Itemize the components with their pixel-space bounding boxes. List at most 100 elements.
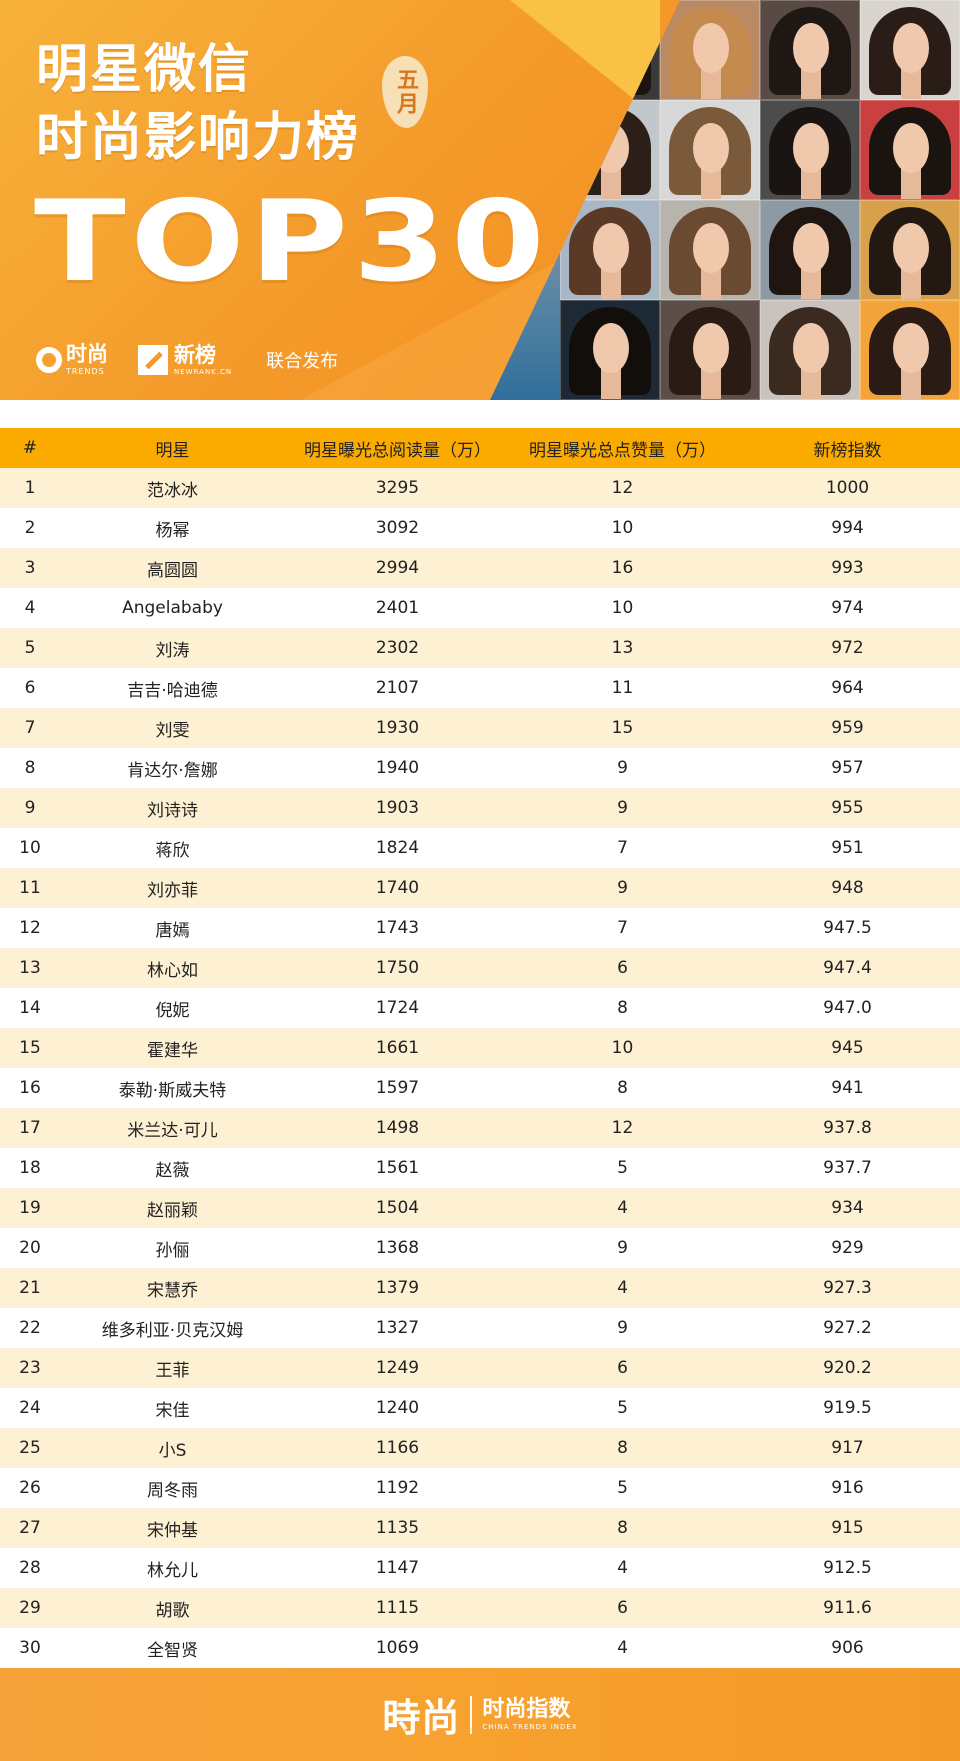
- table-cell: 934: [735, 1188, 960, 1228]
- ranking-table: # 明星 明星曝光总阅读量（万） 明星曝光总点赞量（万） 新榜指数 1 范冰冰 3295 12…: [0, 428, 960, 1668]
- table-body: 1 范冰冰 3295 12 1000 2 杨幂 3092 10 994 3 高圆圆 2994 16 993 4…: [0, 468, 960, 1668]
- table-cell: 8: [510, 988, 735, 1028]
- table-cell: 9: [510, 1228, 735, 1268]
- table-cell: 13: [510, 628, 735, 668]
- column-header: 明星: [60, 428, 285, 468]
- table-row: 10 蒋欣 1824 7 951: [0, 828, 960, 868]
- table-cell: 1561: [285, 1148, 510, 1188]
- table-cell: 6: [510, 1348, 735, 1388]
- table-cell: 5: [510, 1468, 735, 1508]
- table-cell: 28: [0, 1548, 60, 1588]
- table-cell: 1743: [285, 908, 510, 948]
- table-cell: 刘涛: [60, 628, 285, 668]
- table-cell: 1750: [285, 948, 510, 988]
- table-cell: 911.6: [735, 1588, 960, 1628]
- table-cell: 29: [0, 1588, 60, 1628]
- table-cell: 赵薇: [60, 1148, 285, 1188]
- footer-index-logo: 时尚指数 CHINA TRENDS INDEX: [482, 1698, 578, 1731]
- table-cell: 10: [510, 1028, 735, 1068]
- celebrity-photo: [860, 100, 960, 200]
- table-cell: 孙俪: [60, 1228, 285, 1268]
- table-cell: 1498: [285, 1108, 510, 1148]
- table-cell: 937.7: [735, 1148, 960, 1188]
- table-row: 22 维多利亚·贝克汉姆 1327 9 927.2: [0, 1308, 960, 1348]
- table-cell: 917: [735, 1428, 960, 1468]
- table-cell: 1000: [735, 468, 960, 508]
- footer-index-en: CHINA TRENDS INDEX: [482, 1722, 578, 1731]
- celebrity-photo: [760, 100, 860, 200]
- table-cell: 倪妮: [60, 988, 285, 1028]
- table-cell: 11: [0, 868, 60, 908]
- banner-title-line1: 明星微信: [36, 40, 253, 100]
- table-cell: 胡歌: [60, 1588, 285, 1628]
- table-cell: 1597: [285, 1068, 510, 1108]
- table-row: 6 吉吉·哈迪德 2107 11 964: [0, 668, 960, 708]
- table-cell: 1940: [285, 748, 510, 788]
- banner: 明星微信 时尚影响力榜 五月 TOP30 时尚 TRENDS 新榜 NEWRAN…: [0, 0, 960, 400]
- table-row: 16 泰勒·斯威夫特 1597 8 941: [0, 1068, 960, 1108]
- table-cell: 937.8: [735, 1108, 960, 1148]
- table-cell: 1740: [285, 868, 510, 908]
- table-cell: 19: [0, 1188, 60, 1228]
- table-cell: 3295: [285, 468, 510, 508]
- table-cell: 9: [510, 1308, 735, 1348]
- table-row: 5 刘涛 2302 13 972: [0, 628, 960, 668]
- table-cell: 9: [510, 748, 735, 788]
- table-cell: 16: [510, 548, 735, 588]
- celebrity-photo: [860, 200, 960, 300]
- table-cell: 1166: [285, 1428, 510, 1468]
- celebrity-photo: [760, 200, 860, 300]
- table-cell: 16: [0, 1068, 60, 1108]
- table-cell: 4: [510, 1548, 735, 1588]
- table-cell: 5: [510, 1148, 735, 1188]
- table-row: 9 刘诗诗 1903 9 955: [0, 788, 960, 828]
- table-cell: 刘诗诗: [60, 788, 285, 828]
- table-cell: 8: [510, 1068, 735, 1108]
- table-cell: 12: [510, 468, 735, 508]
- table-row: 30 全智贤 1069 4 906: [0, 1628, 960, 1668]
- table-row: 23 王菲 1249 6 920.2: [0, 1348, 960, 1388]
- table-cell: 18: [0, 1148, 60, 1188]
- table-cell: 1903: [285, 788, 510, 828]
- table-cell: 泰勒·斯威夫特: [60, 1068, 285, 1108]
- column-header: 新榜指数: [735, 428, 960, 468]
- table-cell: 915: [735, 1508, 960, 1548]
- column-header: 明星曝光总点赞量（万）: [510, 428, 735, 468]
- table-cell: 916: [735, 1468, 960, 1508]
- table-cell: 15: [510, 708, 735, 748]
- trends-logo-en: TRENDS: [66, 367, 105, 376]
- table-cell: 宋佳: [60, 1388, 285, 1428]
- table-cell: 2: [0, 508, 60, 548]
- table-cell: 王菲: [60, 1348, 285, 1388]
- table-cell: 米兰达·可儿: [60, 1108, 285, 1148]
- table-cell: 4: [0, 588, 60, 628]
- table-cell: 919.5: [735, 1388, 960, 1428]
- table-cell: 周冬雨: [60, 1468, 285, 1508]
- table-cell: 920.2: [735, 1348, 960, 1388]
- table-row: 11 刘亦菲 1740 9 948: [0, 868, 960, 908]
- celebrity-photo: [560, 300, 660, 400]
- newrank-logo-cn: 新榜: [174, 342, 216, 367]
- table-row: 4 Angelababy 2401 10 974: [0, 588, 960, 628]
- table-cell: 27: [0, 1508, 60, 1548]
- table-cell: 927.2: [735, 1308, 960, 1348]
- celebrity-photo: [760, 0, 860, 100]
- table-cell: 3: [0, 548, 60, 588]
- table-cell: 小S: [60, 1428, 285, 1468]
- table-cell: 3092: [285, 508, 510, 548]
- table-cell: 2994: [285, 548, 510, 588]
- table-cell: 972: [735, 628, 960, 668]
- table-cell: 2401: [285, 588, 510, 628]
- table-cell: 范冰冰: [60, 468, 285, 508]
- table-cell: 947.4: [735, 948, 960, 988]
- table-cell: 17: [0, 1108, 60, 1148]
- table-cell: 11: [510, 668, 735, 708]
- column-header: 明星曝光总阅读量（万）: [285, 428, 510, 468]
- table-cell: 6: [510, 948, 735, 988]
- table-cell: 948: [735, 868, 960, 908]
- table-cell: 951: [735, 828, 960, 868]
- table-row: 7 刘雯 1930 15 959: [0, 708, 960, 748]
- table-cell: 1504: [285, 1188, 510, 1228]
- table-cell: 刘雯: [60, 708, 285, 748]
- table-row: 29 胡歌 1115 6 911.6: [0, 1588, 960, 1628]
